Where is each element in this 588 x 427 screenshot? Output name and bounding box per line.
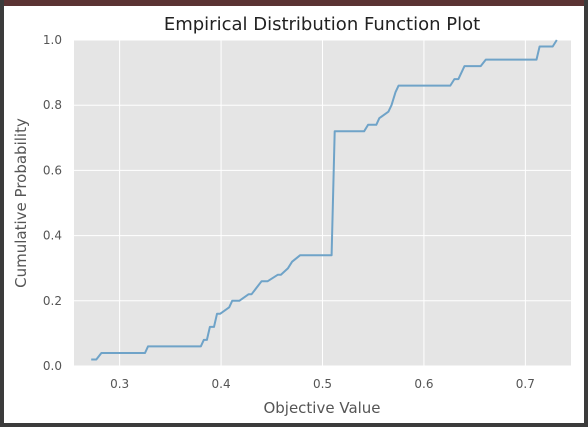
x-tick-labels: 0.3 0.4 0.5 0.6 0.7: [110, 377, 535, 391]
x-tick-label: 0.6: [414, 377, 433, 391]
y-tick-label: 0.4: [43, 229, 62, 243]
edf-series-line: [91, 39, 558, 361]
data-series: [91, 39, 558, 361]
chart-title: Empirical Distribution Function Plot: [164, 14, 480, 35]
y-tick-labels: 0.0 0.2 0.4 0.6 0.8 1.0: [43, 33, 62, 373]
x-tick-label: 0.5: [313, 377, 332, 391]
x-tick-label: 0.4: [212, 377, 231, 391]
x-tick-label: 0.7: [516, 377, 535, 391]
grid-lines: [74, 39, 571, 367]
y-tick-label: 0.6: [43, 163, 62, 177]
window-left-border: [0, 0, 4, 427]
x-axis-label: Objective Value: [263, 399, 380, 417]
window-right-border: [584, 0, 588, 427]
y-tick-label: 0.0: [43, 359, 62, 373]
window-top-border: [0, 0, 588, 6]
y-tick-label: 0.2: [43, 294, 62, 308]
y-tick-label: 0.8: [43, 98, 62, 112]
x-tick-label: 0.3: [110, 377, 129, 391]
window-bottom-border: [0, 423, 588, 427]
y-tick-label: 1.0: [43, 33, 62, 47]
y-axis-label: Cumulative Probability: [12, 118, 30, 288]
